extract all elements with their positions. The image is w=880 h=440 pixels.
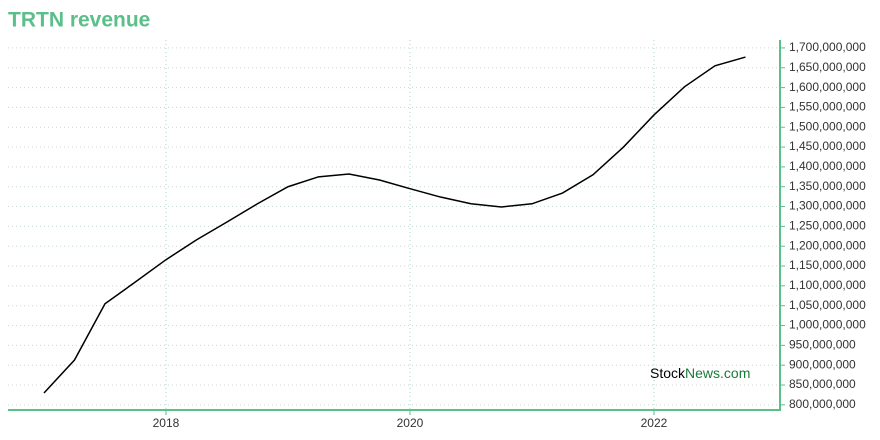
y-tick-label: 1,600,000,000: [789, 80, 866, 94]
x-tick-label: 2018: [153, 416, 180, 430]
y-tick-label: 1,050,000,000: [789, 298, 866, 312]
watermark-part: News.com: [685, 365, 750, 381]
x-tick-label: 2022: [641, 416, 668, 430]
watermark: StockNews.com: [650, 365, 750, 381]
y-tick-label: 950,000,000: [789, 338, 856, 352]
data-line: [43, 56, 746, 394]
y-tick-label: 1,700,000,000: [789, 40, 866, 54]
y-tick-label: 1,300,000,000: [789, 199, 866, 213]
y-tick-label: 1,100,000,000: [789, 278, 866, 292]
x-tick-label: 2020: [397, 416, 424, 430]
y-tick-label: 1,250,000,000: [789, 219, 866, 233]
y-tick-label: 1,450,000,000: [789, 139, 866, 153]
y-tick-label: 1,000,000,000: [789, 318, 866, 332]
watermark-part: Stock: [650, 365, 686, 381]
y-tick-label: 1,150,000,000: [789, 258, 866, 272]
y-tick-label: 1,500,000,000: [789, 119, 866, 133]
y-tick-label: 900,000,000: [789, 357, 856, 371]
y-tick-label: 1,550,000,000: [789, 100, 866, 114]
y-tick-label: 1,650,000,000: [789, 60, 866, 74]
y-tick-label: 1,400,000,000: [789, 159, 866, 173]
y-tick-label: 1,200,000,000: [789, 238, 866, 252]
y-tick-label: 850,000,000: [789, 377, 856, 391]
chart-title: TRTN revenue: [8, 9, 150, 32]
y-tick-label: 1,350,000,000: [789, 179, 866, 193]
y-tick-label: 800,000,000: [789, 397, 856, 411]
